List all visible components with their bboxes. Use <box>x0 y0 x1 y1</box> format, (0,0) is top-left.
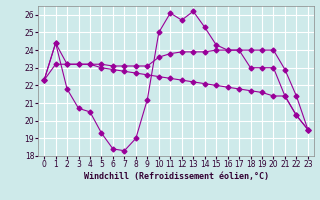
X-axis label: Windchill (Refroidissement éolien,°C): Windchill (Refroidissement éolien,°C) <box>84 172 268 181</box>
